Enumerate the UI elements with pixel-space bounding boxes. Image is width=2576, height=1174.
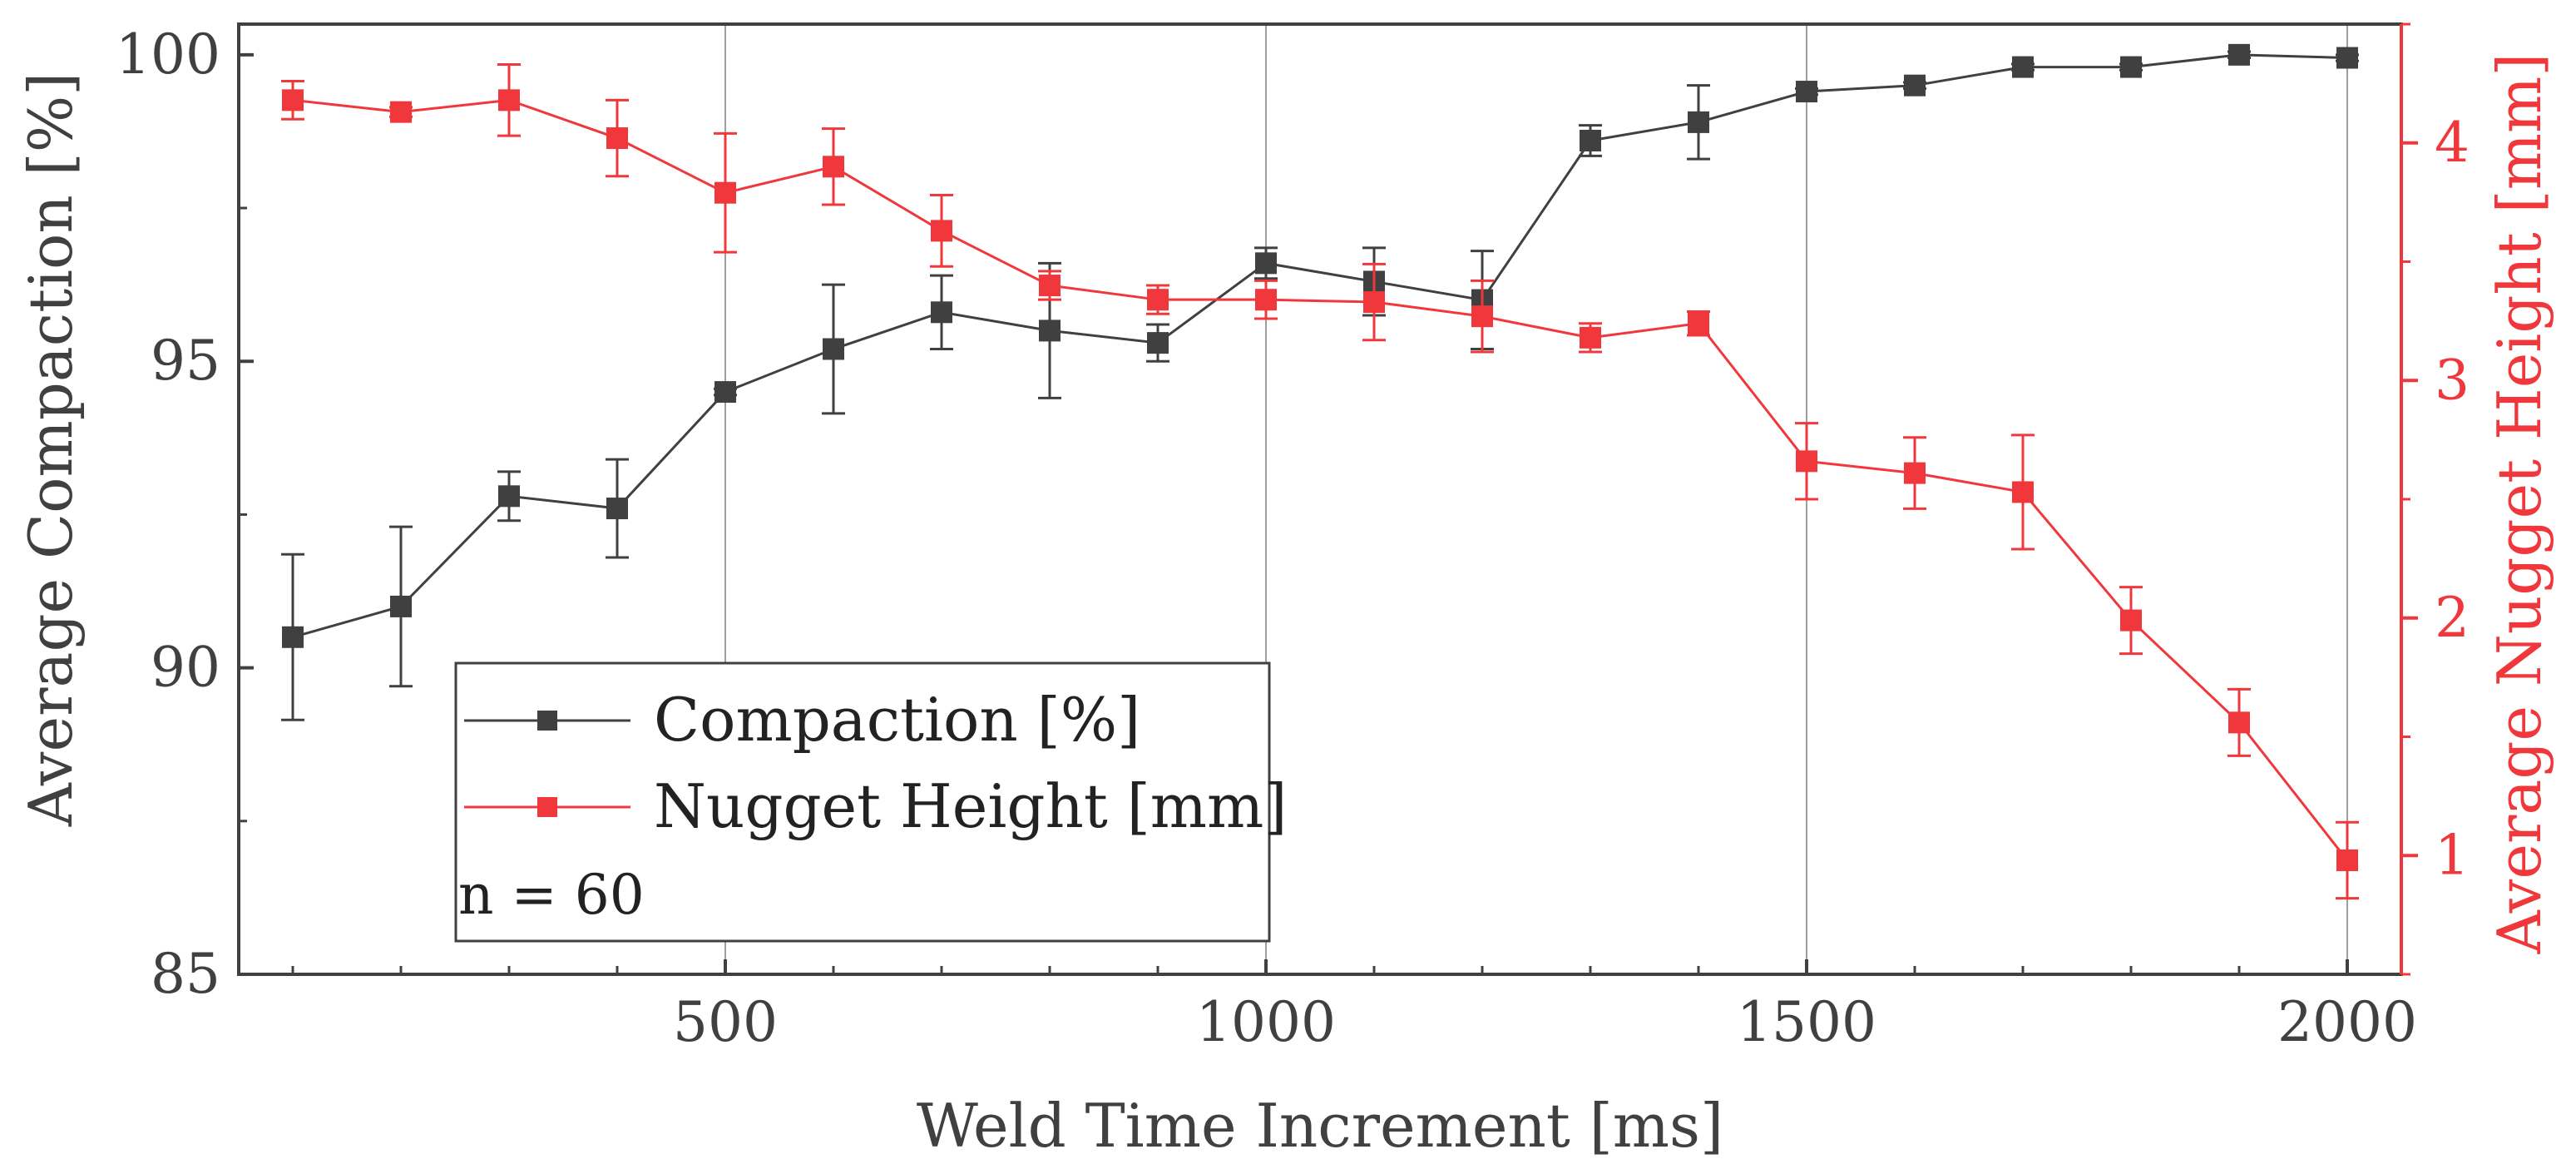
data-point-compaction-700 [931, 301, 952, 324]
y-left-tick-label-95: 95 [151, 329, 220, 393]
y-right-tick-label-3: 3 [2435, 348, 2470, 412]
x-tick-label-500: 500 [673, 990, 778, 1054]
legend-swatch-nugget-marker [537, 797, 557, 817]
data-point-nugget-height-800 [1039, 275, 1061, 297]
data-point-compaction-500 [714, 381, 736, 404]
x-tick-label-1000: 1000 [1196, 990, 1336, 1054]
data-point-nugget-height-1200 [1471, 305, 1493, 328]
data-point-compaction-1500 [1796, 81, 1817, 103]
data-point-compaction-1300 [1580, 129, 1601, 151]
data-point-compaction-1000 [1255, 252, 1277, 275]
series-layer [281, 43, 2359, 900]
data-point-nugget-height-200 [390, 101, 412, 123]
y-axis-title-right: Average Nugget Height [mm] [2485, 53, 2554, 955]
y-left-tick-label-100: 100 [116, 22, 220, 87]
data-point-nugget-height-700 [931, 220, 952, 242]
data-point-compaction-800 [1039, 320, 1061, 342]
data-point-compaction-1800 [2120, 56, 2142, 78]
y-right-tick-label-2: 2 [2435, 586, 2470, 650]
data-point-nugget-height-2000 [2336, 849, 2358, 871]
data-point-nugget-height-100 [282, 89, 304, 111]
data-point-nugget-height-600 [823, 156, 844, 178]
axes-layer: 500 1000 1500 2000 85 90 95 100 1 2 3 4 [116, 22, 2470, 1054]
data-point-nugget-height-300 [498, 89, 520, 111]
legend-swatch-compaction-marker [537, 711, 557, 731]
data-point-compaction-600 [823, 338, 844, 360]
data-point-compaction-2000 [2336, 47, 2358, 69]
data-point-nugget-height-900 [1147, 289, 1169, 311]
data-point-nugget-height-1800 [2120, 609, 2142, 632]
y-axis-title-left: Average Compaction [%] [16, 72, 86, 828]
y-left-tick-label-90: 90 [151, 636, 220, 700]
data-point-nugget-height-400 [606, 127, 628, 150]
y-right-tick-label-1: 1 [2435, 823, 2470, 887]
data-point-compaction-300 [498, 485, 520, 508]
data-point-nugget-height-1300 [1580, 326, 1601, 349]
legend: Compaction [%] Nugget Height [mm] n = 60 [454, 661, 1287, 943]
data-point-nugget-height-1600 [1904, 462, 1926, 484]
x-axis-title: Weld Time Increment [ms] [917, 1091, 1723, 1161]
legend-label-nugget-height: Nugget Height [mm] [654, 771, 1287, 841]
data-point-compaction-400 [606, 498, 628, 520]
x-tick-label-1500: 1500 [1737, 990, 1876, 1054]
legend-label-compaction: Compaction [%] [654, 685, 1140, 755]
data-point-nugget-height-1900 [2228, 711, 2250, 734]
data-point-compaction-1400 [1688, 111, 1709, 133]
series-line-compaction [292, 53, 2348, 639]
data-point-nugget-height-1700 [2012, 481, 2034, 503]
data-point-nugget-height-1500 [1796, 450, 1817, 473]
x-tick-label-2000: 2000 [2277, 990, 2417, 1054]
y-right-tick-label-4: 4 [2435, 111, 2470, 175]
data-point-nugget-height-1000 [1255, 289, 1277, 311]
y-left-tick-label-85: 85 [151, 942, 220, 1006]
data-point-compaction-100 [282, 626, 304, 648]
data-point-nugget-height-1400 [1688, 312, 1709, 334]
data-point-compaction-900 [1147, 332, 1169, 354]
data-point-nugget-height-500 [714, 181, 736, 204]
legend-box [454, 661, 1271, 943]
data-point-compaction-200 [390, 595, 412, 617]
data-point-compaction-1700 [2012, 56, 2034, 78]
data-point-compaction-1900 [2228, 43, 2250, 66]
legend-note-sample-size: n = 60 [458, 863, 645, 927]
data-point-nugget-height-1100 [1363, 291, 1385, 314]
data-point-compaction-1600 [1904, 74, 1926, 97]
series-line-nugget-height [292, 98, 2349, 861]
